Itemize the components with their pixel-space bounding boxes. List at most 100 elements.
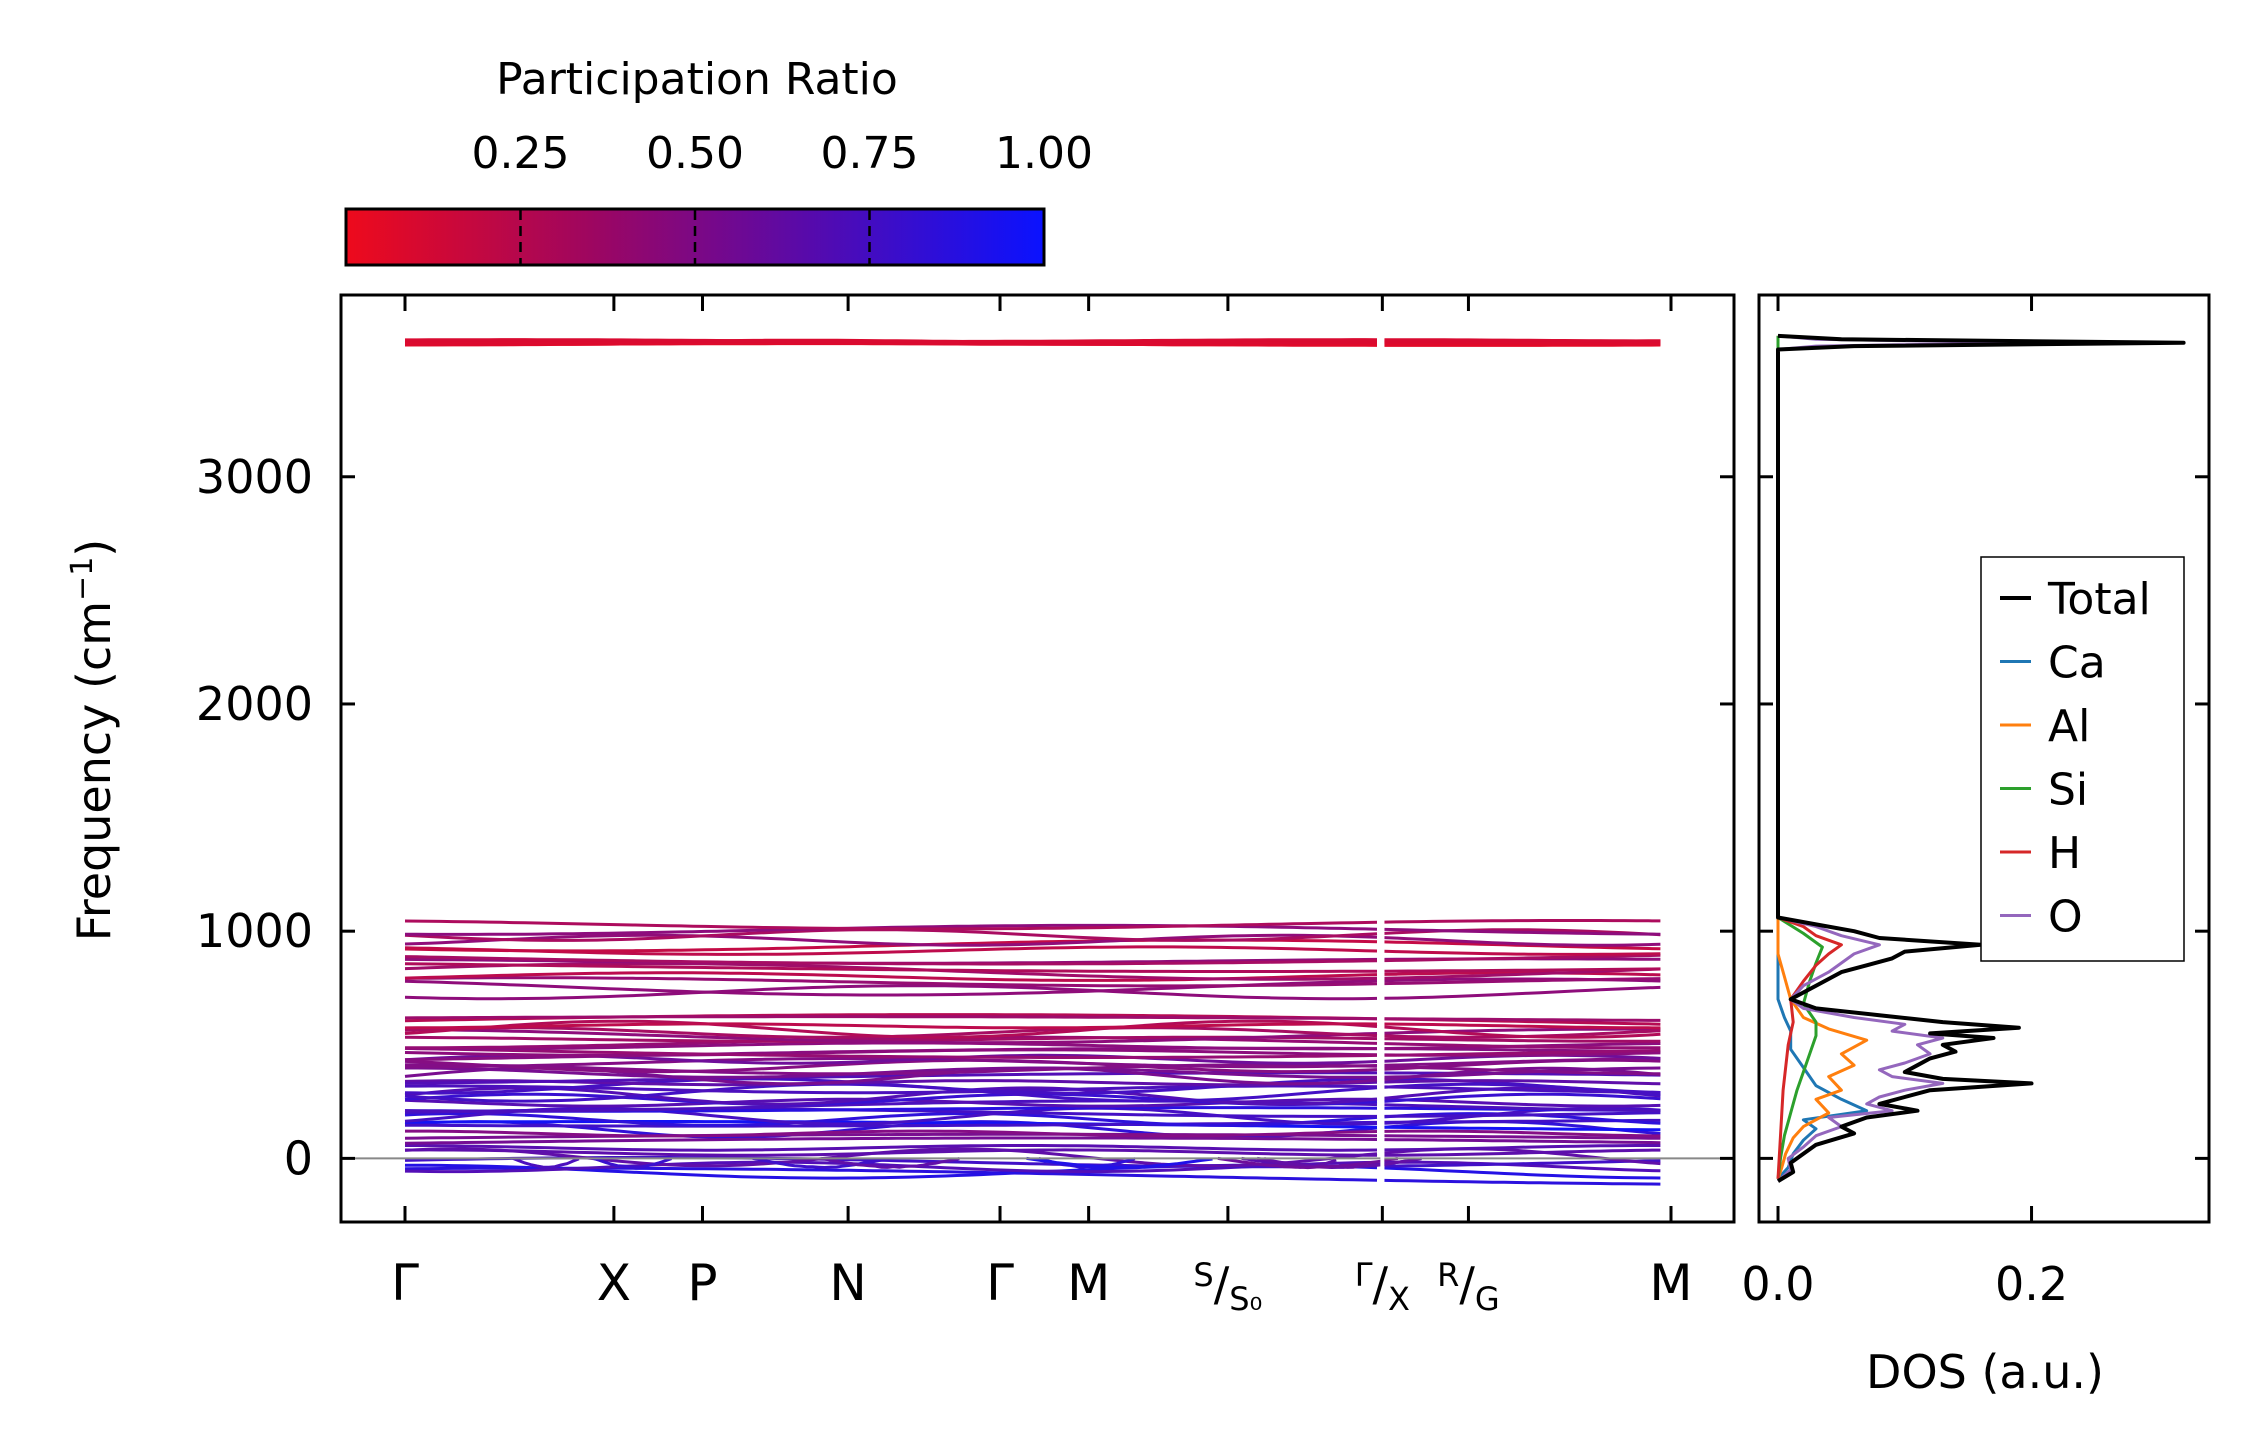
band-line [1384, 1125, 1661, 1132]
band-line [1384, 338, 1661, 343]
band-line [1384, 985, 1661, 1000]
band-line [1384, 1138, 1661, 1145]
band-line [1384, 953, 1661, 963]
legend-label: Total [2047, 574, 2151, 625]
band-line [1384, 1129, 1661, 1138]
y-axis-label-exponent: −1 [65, 557, 100, 601]
dos-x-tick-label: 0.2 [1995, 1257, 2068, 1311]
band-line [404, 962, 1378, 973]
colorbar-tick-label: 1.00 [995, 128, 1093, 179]
band-line [1384, 1166, 1661, 1180]
y-axis-label: Frequency (cm−1) [65, 539, 121, 942]
dos-panel: 0.0 0.2 DOS (a.u.) Total Ca Al Si HO [1741, 293, 2211, 1399]
band-line [405, 1057, 1378, 1069]
dos-lines [1776, 333, 2186, 1183]
y-tick-label: 3000 [196, 450, 313, 504]
band-line [1384, 977, 1661, 986]
band-line [404, 1048, 1378, 1057]
band-y-ticks: 0 1000 2000 3000 [196, 450, 1734, 1185]
colorbar-tick-label: 0.75 [821, 128, 919, 179]
band-line [404, 955, 1378, 966]
band-line [1384, 1057, 1661, 1067]
band-line [1384, 940, 1661, 951]
soft-mode-line [512, 1156, 580, 1169]
legend-items: Total Ca Al Si HO [2000, 574, 2151, 943]
k-point-label: S/S₀ [1193, 1256, 1262, 1318]
band-line [1384, 1025, 1661, 1039]
band-line [404, 933, 1378, 947]
k-path-ticks: Γ X P N Γ M S/S₀Γ/XR/G M [391, 295, 1693, 1318]
band-line [404, 1112, 1378, 1127]
y-tick-label: 0 [284, 1131, 313, 1185]
band-line [1384, 1017, 1661, 1022]
band-line [404, 1136, 1378, 1145]
band-line [1384, 1098, 1661, 1108]
colorbar: Participation Ratio 0.25 0.50 0.75 1.00 [344, 54, 1093, 267]
band-line [1384, 1103, 1661, 1113]
k-point-label: M [1067, 1254, 1110, 1312]
band-line [1384, 927, 1661, 936]
band-line [1384, 1048, 1661, 1057]
band-line [405, 1148, 1377, 1157]
dos-line-total [1776, 333, 2186, 1183]
band-line [1384, 967, 1661, 973]
colorbar-tick-label: 0.25 [472, 128, 570, 179]
y-axis-label-main: Frequency (cm [67, 601, 121, 941]
band-line [405, 338, 1378, 343]
dos-legend: Total Ca Al Si HO [1980, 556, 2185, 962]
band-line [404, 1058, 1378, 1074]
band-line [404, 1077, 1378, 1095]
band-line [1384, 1144, 1661, 1152]
y-axis-label-close: ) [67, 539, 121, 557]
k-point-label: N [829, 1254, 866, 1312]
k-point-label: Γ [986, 1254, 1014, 1312]
dos-line-ca [1776, 335, 1869, 1180]
k-point-label: Γ/X [1355, 1256, 1410, 1318]
band-line [1384, 1022, 1661, 1030]
band-line [404, 984, 1378, 1001]
dos-x-axis-label: DOS (a.u.) [1866, 1345, 2104, 1399]
band-line [1384, 1134, 1661, 1140]
soft-mode-line [821, 1156, 960, 1169]
band-line [404, 976, 1378, 988]
legend-label: O [2048, 892, 2083, 943]
band-line [1384, 1079, 1661, 1086]
colorbar-tick-label: 0.50 [646, 128, 744, 179]
dos-line-si [1776, 335, 1824, 1179]
legend-label: Al [2048, 701, 2090, 752]
band-line [1384, 1042, 1661, 1050]
k-point-label: Γ [391, 1254, 419, 1312]
colorbar-ticks [519, 210, 871, 264]
band-line [1384, 1037, 1661, 1043]
k-point-label: M [1649, 1254, 1692, 1312]
dos-ticks: 0.0 0.2 [1741, 295, 2209, 1311]
band-line [1384, 1178, 1661, 1186]
dos-x-tick-label: 0.0 [1741, 1257, 1814, 1311]
legend-label: Si [2048, 765, 2088, 816]
band-line [405, 1144, 1378, 1152]
k-point-label: P [687, 1254, 717, 1312]
band-line [1384, 1092, 1661, 1103]
band-lines [404, 338, 1661, 1186]
k-point-label: R/G [1437, 1256, 1500, 1318]
band-line [1384, 1148, 1661, 1157]
band-line [1384, 919, 1661, 924]
soft-mode-line [593, 1156, 672, 1169]
band-line [404, 1027, 1378, 1045]
y-tick-label: 1000 [196, 904, 313, 958]
colorbar-title: Participation Ratio [496, 54, 898, 105]
band-line [404, 1019, 1378, 1039]
dos-plot-frame [1757, 293, 2211, 1224]
band-line [405, 1129, 1378, 1138]
legend-label: H [2048, 828, 2081, 879]
legend-frame [1980, 556, 2185, 962]
band-line [1384, 1111, 1661, 1118]
band-line [404, 1046, 1378, 1059]
colorbar-tick-labels: 0.25 0.50 0.75 1.00 [472, 128, 1093, 179]
band-plot-frame [339, 293, 1736, 1224]
band-line [404, 1160, 1378, 1174]
band-line [1384, 936, 1661, 947]
band-line [404, 919, 1378, 931]
